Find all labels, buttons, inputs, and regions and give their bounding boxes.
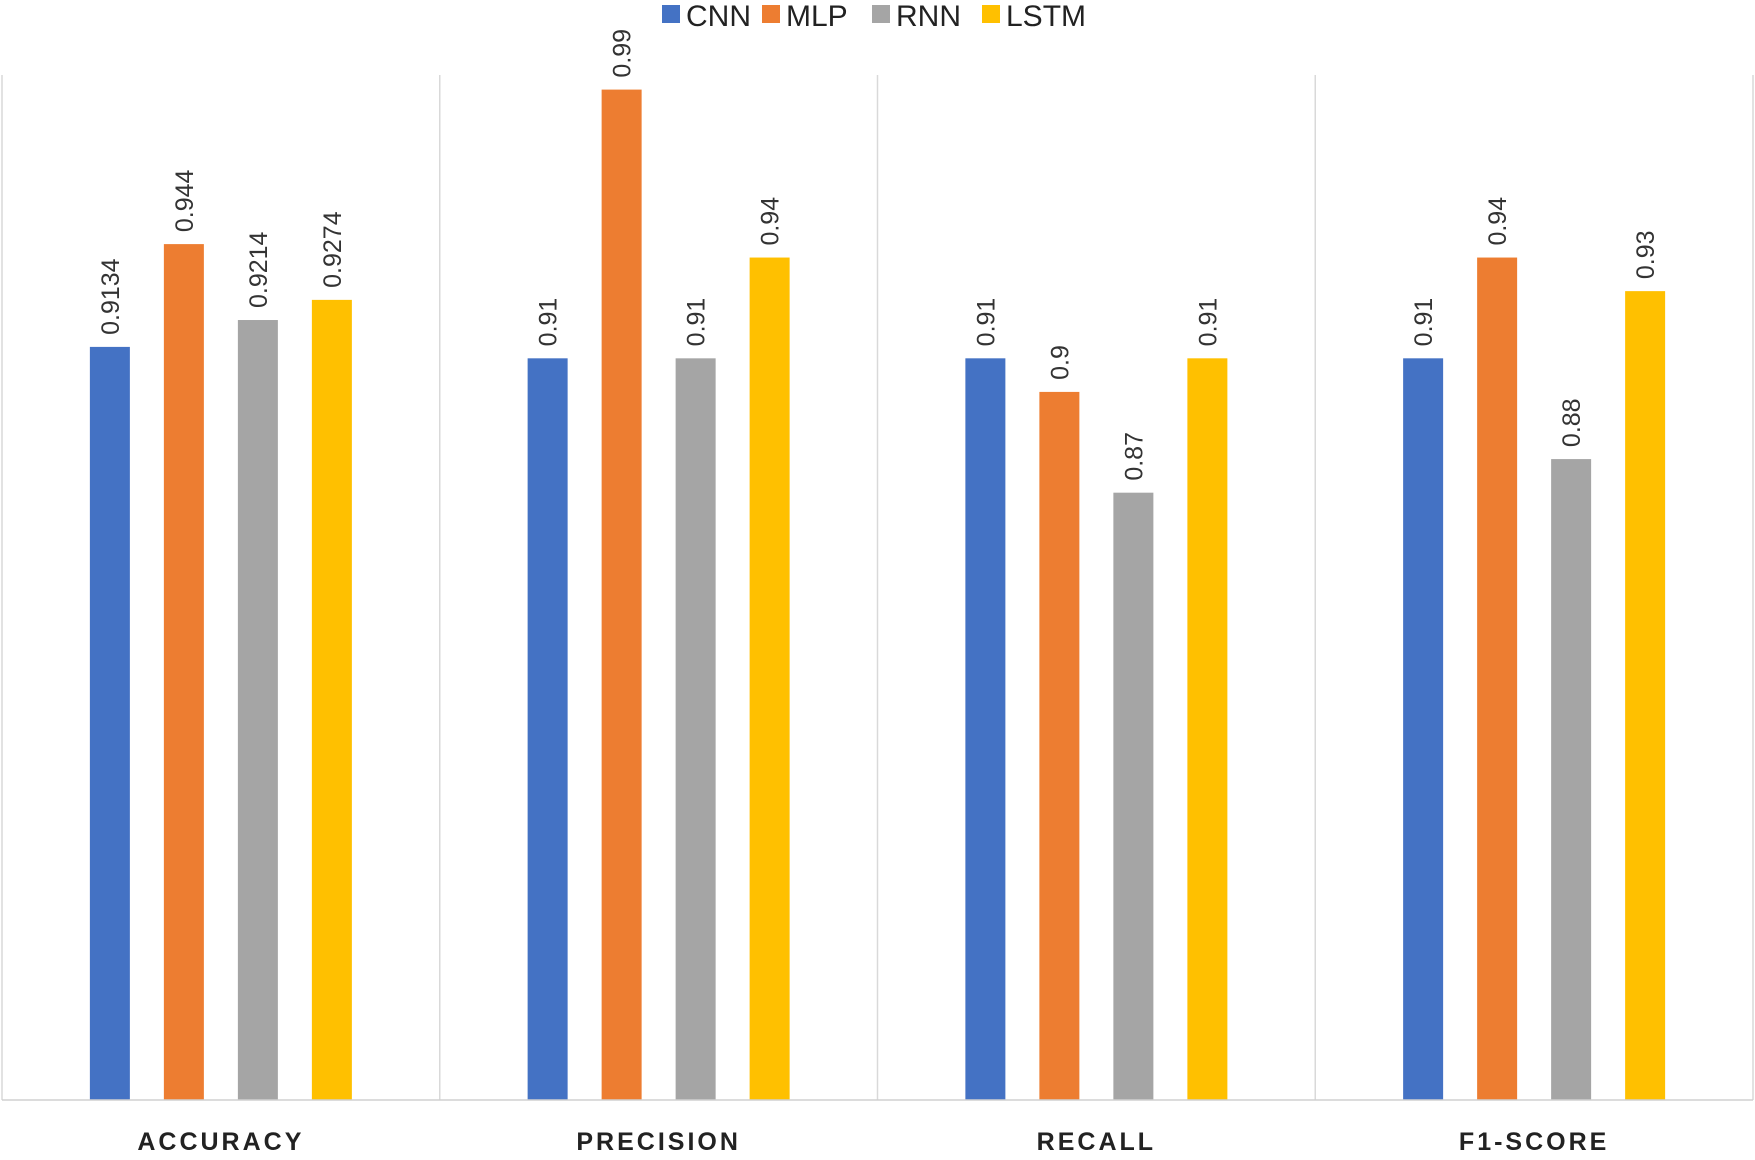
legend-swatch-mlp <box>762 5 780 23</box>
legend-item-mlp: MLP <box>762 0 848 33</box>
data-label-mlp-f1-score: 0.94 <box>1484 197 1512 246</box>
bar-rnn-precision <box>675 358 716 1100</box>
bar-lstm-f1-score <box>1625 291 1666 1100</box>
data-label-lstm-accuracy: 0.9274 <box>319 211 347 288</box>
bar-cnn-precision <box>527 358 568 1100</box>
bar-series <box>89 89 1666 1101</box>
bar-mlp-recall <box>1039 391 1080 1100</box>
data-label-lstm-precision: 0.94 <box>757 197 785 246</box>
bar-rnn-recall <box>1113 492 1154 1100</box>
data-labels: 0.9134 0.944 0.9214 0.9274 0.91 0.99 0.91 0.94 0… <box>97 29 1660 481</box>
bar-rnn-accuracy <box>237 320 278 1100</box>
legend-swatch-rnn <box>872 5 890 23</box>
bar-cnn-f1-score <box>1403 358 1444 1100</box>
bar-mlp-f1-score <box>1477 257 1518 1100</box>
data-label-cnn-f1-score: 0.91 <box>1410 298 1438 347</box>
data-label-mlp-accuracy: 0.944 <box>171 169 199 232</box>
legend-item-rnn: RNN <box>872 0 961 33</box>
data-label-mlp-recall: 0.9 <box>1046 345 1074 380</box>
data-label-cnn-precision: 0.91 <box>535 298 563 347</box>
bar-rnn-f1-score <box>1551 459 1592 1100</box>
data-label-cnn-recall: 0.91 <box>972 298 1000 347</box>
data-label-cnn-accuracy: 0.9134 <box>97 258 125 335</box>
bar-lstm-accuracy <box>311 299 352 1100</box>
category-label-recall: RECALL <box>1037 1128 1156 1155</box>
bar-cnn-accuracy <box>89 346 130 1100</box>
category-label-accuracy: ACCURACY <box>137 1128 304 1155</box>
data-label-lstm-f1-score: 0.93 <box>1632 230 1660 279</box>
legend-item-lstm: LSTM <box>982 0 1086 33</box>
legend-label-lstm: LSTM <box>1006 0 1086 33</box>
category-label-f1-score: F1-SCORE <box>1459 1128 1609 1155</box>
legend-swatch-lstm <box>982 5 1000 23</box>
data-label-mlp-precision: 0.99 <box>609 29 637 78</box>
data-label-lstm-recall: 0.91 <box>1194 298 1222 347</box>
category-separators <box>1 75 1754 1100</box>
data-label-rnn-accuracy: 0.9214 <box>245 231 273 308</box>
bar-lstm-precision <box>749 257 790 1100</box>
data-label-rnn-recall: 0.87 <box>1120 432 1148 481</box>
bar-mlp-accuracy <box>163 244 204 1101</box>
legend-label-cnn: CNN <box>686 0 751 33</box>
legend-label-rnn: RNN <box>896 0 961 33</box>
legend-swatch-cnn <box>662 5 680 23</box>
bar-cnn-recall <box>965 358 1006 1100</box>
legend-label-mlp: MLP <box>786 0 848 33</box>
legend: CNN MLP RNN LSTM <box>662 0 1086 33</box>
data-label-rnn-precision: 0.91 <box>683 298 711 347</box>
data-label-rnn-f1-score: 0.88 <box>1558 398 1586 447</box>
bar-mlp-precision <box>601 89 642 1100</box>
legend-item-cnn: CNN <box>662 0 751 33</box>
category-labels: ACCURACY PRECISION RECALL F1-SCORE <box>137 1128 1609 1156</box>
bar-lstm-recall <box>1187 358 1228 1100</box>
category-label-precision: PRECISION <box>576 1128 741 1155</box>
